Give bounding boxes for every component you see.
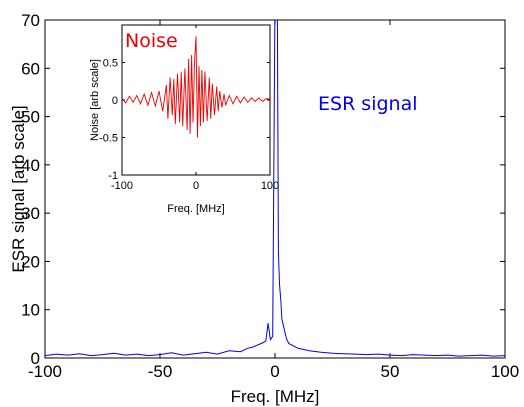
main-x-tick-label: 100: [491, 362, 519, 381]
main-x-tick-label: -100: [28, 362, 62, 381]
inset-y-tick-label: -1: [108, 170, 118, 182]
main-y-tick-label: 30: [21, 204, 40, 223]
inset-x-tick-label: -100: [111, 180, 133, 192]
main-y-tick-label: 10: [21, 301, 40, 320]
main-y-tick-label: 50: [21, 108, 40, 127]
main-y-ticks: 0 10 20 30 40 50 60 70: [21, 11, 505, 368]
noise-line: [122, 36, 270, 138]
inset-y-ticks: -1 -0.5 0 0.5: [99, 58, 270, 182]
main-x-axis-label: Freq. [MHz]: [231, 387, 320, 406]
inset-x-axis-label: Freq. [MHz]: [167, 203, 224, 215]
inset-y-tick-label: 0.5: [103, 58, 118, 70]
main-y-tick-label: 0: [31, 349, 40, 368]
main-y-tick-label: 70: [21, 11, 40, 30]
inset-x-tick-label: 0: [193, 180, 199, 192]
inset-x-tick-label: 100: [261, 180, 279, 192]
inset-y-tick-label: 0: [112, 95, 118, 107]
main-x-tick-label: 0: [270, 362, 279, 381]
main-x-tick-label: -50: [148, 362, 173, 381]
main-y-tick-label: 40: [21, 156, 40, 175]
esr-signal-annotation: ESR signal: [318, 93, 418, 115]
inset-x-ticks: -100 0 100: [111, 25, 279, 192]
inset-y-tick-label: -0.5: [99, 133, 118, 145]
main-y-tick-label: 20: [21, 252, 40, 271]
main-y-axis-label: ESR signal [arb scale]: [9, 105, 28, 272]
main-x-tick-label: 50: [381, 362, 400, 381]
esr-signal-line: [45, 20, 505, 357]
inset-title: Noise: [125, 30, 178, 52]
main-x-ticks: -100 -50 0 50 100: [28, 20, 519, 381]
main-y-tick-label: 60: [21, 59, 40, 78]
inset-y-axis-label: Noise [arb scale]: [89, 59, 101, 141]
